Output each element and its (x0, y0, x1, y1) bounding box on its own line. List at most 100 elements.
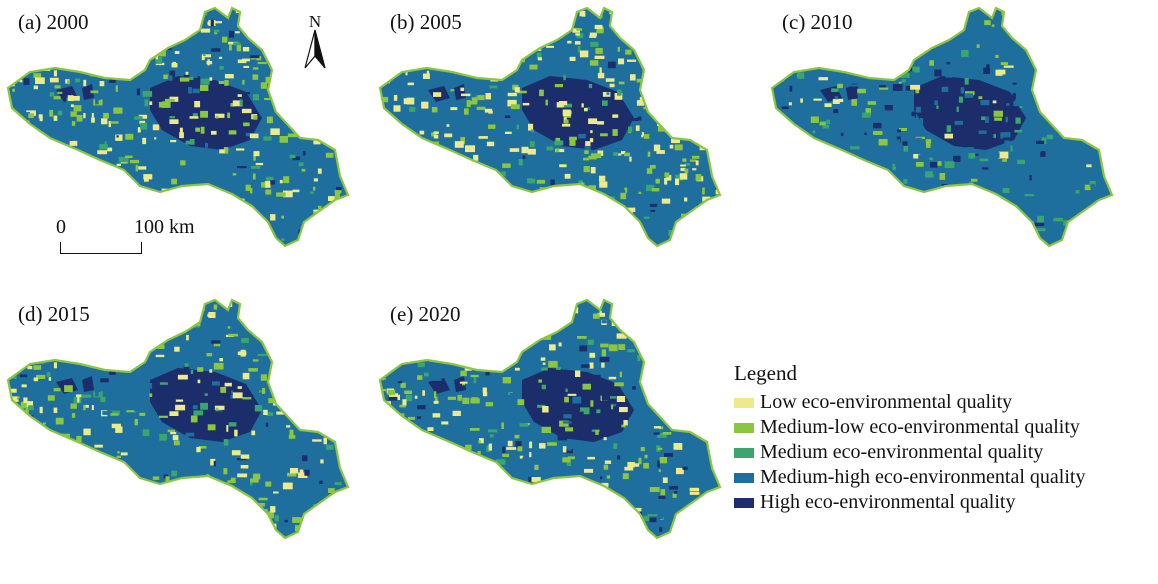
map-pixel-patch (388, 533, 396, 538)
map-pixel-patch (851, 95, 854, 99)
map-pixel-patch (285, 19, 290, 23)
map-pixel-patch (621, 424, 626, 428)
map-pixel-patch (663, 108, 666, 112)
map-pixel-patch (190, 521, 195, 525)
map-pixel-patch (383, 534, 389, 537)
map-pixel-patch (1102, 8, 1110, 13)
map-pixel-patch (1109, 176, 1112, 180)
map-pixel-patch (1097, 181, 1101, 188)
map-pixel-patch (671, 136, 680, 144)
map-pixel-patch (67, 95, 74, 101)
map-pixel-patch (880, 242, 886, 246)
map-pixel-patch (601, 482, 609, 487)
map-pixel-patch (916, 137, 922, 142)
map-pixel-patch (450, 89, 455, 92)
map-pixel-patch (326, 533, 336, 538)
map-pixel-patch (236, 148, 245, 151)
map-pixel-patch (450, 471, 455, 477)
map-pixel-patch (605, 501, 615, 508)
map-pixel-patch (465, 444, 472, 450)
map-pixel-patch (399, 423, 406, 427)
map-pixel-patch (974, 54, 977, 61)
map-pixel-patch (163, 74, 169, 79)
map-pixel-patch (579, 345, 588, 352)
map-pixel-patch (339, 345, 342, 351)
map-pixel-patch (825, 164, 833, 171)
map-pixel-patch (692, 168, 697, 171)
panel-title-2015: (d) 2015 (18, 302, 90, 326)
map-pixel-patch (408, 90, 418, 96)
map-lake (82, 84, 94, 100)
map-pixel-patch (517, 399, 525, 406)
map-pixel-patch (81, 180, 91, 188)
map-pixel-patch (8, 145, 14, 151)
map-pixel-patch (600, 343, 609, 348)
map-pixel-patch (658, 469, 661, 472)
map-pixel-patch (660, 100, 671, 103)
map-pixel-patch (399, 34, 403, 39)
map-pixel-patch (327, 402, 336, 405)
map-pixel-patch (148, 527, 152, 533)
map-pixel-patch (485, 93, 491, 100)
map-pixel-patch (969, 201, 979, 208)
map-pixel-patch (459, 213, 463, 220)
map-pixel-patch (518, 159, 523, 166)
map-pixel-patch (869, 235, 879, 241)
map-pixel-patch (222, 36, 228, 43)
map-pixel-patch (332, 420, 338, 424)
map-pixel-patch (72, 190, 77, 195)
map-pixel-patch (333, 373, 339, 376)
map-pixel-patch (291, 119, 297, 123)
map-pixel-patch (73, 105, 82, 112)
map-pixel-patch (268, 45, 277, 50)
map-pixel-patch (864, 132, 867, 135)
map-pixel-patch (104, 141, 107, 145)
map-pixel-patch (536, 52, 542, 60)
map-pixel-patch (90, 335, 94, 342)
map-pixel-patch (845, 189, 856, 195)
map-pixel-patch (873, 42, 883, 50)
map-pixel-patch (448, 217, 452, 223)
map-pixel-patch (407, 506, 411, 514)
map-pixel-patch (536, 179, 546, 184)
map-pixel-patch (547, 442, 557, 446)
map-pixel-patch (613, 522, 622, 529)
map-pixel-patch (937, 161, 942, 166)
map-pixel-patch (941, 86, 949, 92)
map-pixel-patch (29, 347, 32, 352)
map-pixel-patch (643, 462, 649, 469)
map-pixel-patch (491, 20, 496, 25)
map-pixel-patch (628, 503, 639, 507)
map-pixel-patch (696, 135, 700, 141)
map-pixel-patch (155, 354, 165, 358)
map-pixel-patch (305, 384, 311, 390)
map-pixel-patch (241, 108, 252, 114)
map-pixel-patch (779, 46, 788, 51)
map-pixel-patch (298, 414, 302, 421)
map-pixel-patch (1098, 28, 1107, 32)
map-pixel-patch (919, 118, 923, 125)
map-pixel-patch (116, 135, 119, 138)
map-pixel-patch (480, 55, 489, 59)
map-pixel-patch (121, 38, 126, 45)
map-pixel-patch (201, 54, 211, 58)
map-pixel-patch (33, 334, 41, 339)
map-pixel-patch (68, 479, 76, 487)
map-pixel-patch (609, 83, 615, 88)
map-pixel-patch (150, 342, 154, 348)
map-pixel-patch (926, 237, 932, 244)
map-pixel-patch (93, 300, 96, 302)
map-pixel-patch (200, 110, 208, 118)
map-pixel-patch (16, 219, 25, 224)
map-pixel-patch (675, 135, 685, 138)
map-pixel-patch (318, 352, 323, 357)
map-pixel-patch (217, 539, 222, 542)
map-pixel-patch (946, 170, 956, 173)
map-pixel-patch (932, 167, 939, 175)
map-pixel-patch (835, 202, 843, 208)
map-pixel-patch (155, 62, 165, 66)
map-pixel-patch (1073, 249, 1080, 250)
map-pixel-patch (588, 118, 598, 124)
map-pixel-patch (126, 410, 137, 413)
map-pixel-patch (676, 112, 681, 119)
